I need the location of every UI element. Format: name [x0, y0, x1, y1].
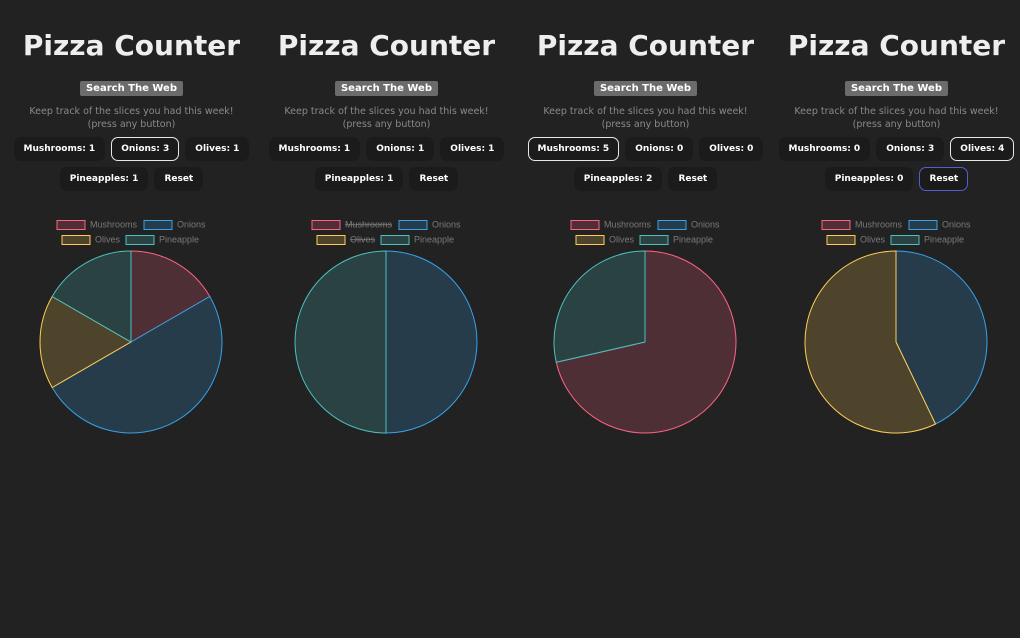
pie-chart: Mushrooms Onions Olives Pineapple: [39, 219, 223, 434]
search-button[interactable]: Search The Web: [79, 81, 183, 96]
reset-button[interactable]: Reset: [409, 167, 459, 191]
counter-button[interactable]: Onions: 3: [111, 137, 180, 161]
legend-label: Pineapple: [924, 234, 964, 244]
panel: Pizza Counter Search The Web Keep track of…: [518, 0, 773, 638]
pie-slice: [553, 250, 646, 363]
button-row: Pineapples: 2 Reset: [518, 167, 773, 191]
title: Pizza Counter: [536, 29, 755, 62]
pie-slice: [51, 250, 132, 343]
pie-slice: [294, 250, 387, 434]
title: Pizza Counter: [787, 29, 1006, 62]
pie-slice: [804, 250, 937, 434]
counter-button[interactable]: Pineapples: 0: [824, 167, 914, 191]
panel: Pizza Counter Search The Web Keep track of…: [769, 0, 1020, 638]
pie-chart: Mushrooms Onions Olives Pineapple: [804, 219, 988, 434]
counter-button[interactable]: Mushrooms: 5: [527, 137, 620, 161]
description: Keep track of the slices you had this we…: [284, 106, 489, 130]
legend-swatch: [143, 220, 173, 230]
counter-button[interactable]: Pineapples: 1: [314, 167, 404, 191]
legend-swatch: [61, 235, 91, 245]
counter-button[interactable]: Olives: 4: [950, 137, 1015, 161]
pie-slice: [130, 250, 211, 343]
title: Pizza Counter: [277, 29, 496, 62]
counter-button[interactable]: Mushrooms: 0: [778, 137, 871, 161]
counter-button[interactable]: Onions: 0: [625, 137, 694, 161]
legend-swatch: [908, 220, 938, 230]
legend-swatch: [56, 220, 86, 230]
reset-button[interactable]: Reset: [668, 167, 718, 191]
description: Keep track of the slices you had this we…: [29, 106, 234, 130]
search-button[interactable]: Search The Web: [334, 81, 438, 96]
legend-label: Olives: [350, 234, 376, 244]
counter-button[interactable]: Onions: 1: [366, 137, 435, 161]
legend-label: Mushrooms: [90, 219, 138, 229]
panel: Pizza Counter Search The Web Keep track of…: [259, 0, 514, 638]
legend-label: Pineapple: [673, 234, 713, 244]
legend-label: Mushrooms: [604, 219, 652, 229]
title: Pizza Counter: [22, 29, 241, 62]
legend-swatch: [311, 220, 341, 230]
button-row: Mushrooms: 1 Onions: 3 Olives: 1: [4, 137, 259, 161]
panel: Pizza Counter Search The Web Keep track of…: [4, 0, 259, 638]
counter-button[interactable]: Olives: 1: [440, 137, 505, 161]
legend-swatch: [575, 235, 605, 245]
button-row: Mushrooms: 5 Onions: 0 Olives: 0: [518, 137, 773, 161]
legend-label: Onions: [432, 219, 461, 229]
description: Keep track of the slices you had this we…: [794, 106, 999, 130]
pie-slice: [555, 250, 737, 434]
legend-swatch: [639, 235, 669, 245]
legend-label: Pineapple: [414, 234, 454, 244]
pie-chart: Mushrooms Onions Olives Pineapple: [294, 219, 478, 434]
legend-label: Mushrooms: [345, 219, 393, 229]
pie-slice: [385, 250, 478, 434]
legend-swatch: [380, 235, 410, 245]
pie-slice: [51, 295, 223, 434]
legend-label: Olives: [860, 234, 886, 244]
button-row: Pineapples: 0 Reset: [769, 167, 1020, 191]
button-row: Mushrooms: 0 Onions: 3 Olives: 4: [769, 137, 1020, 161]
button-row: Pineapples: 1 Reset: [259, 167, 514, 191]
legend-swatch: [125, 235, 155, 245]
legend-swatch: [657, 220, 687, 230]
legend-label: Pineapple: [159, 234, 199, 244]
pie-slice: [895, 250, 988, 425]
legend-label: Onions: [942, 219, 971, 229]
legend-swatch: [316, 235, 346, 245]
counter-button[interactable]: Mushrooms: 1: [268, 137, 361, 161]
legend-label: Mushrooms: [855, 219, 903, 229]
counter-button[interactable]: Olives: 1: [185, 137, 250, 161]
counter-button[interactable]: Olives: 0: [699, 137, 764, 161]
counter-button[interactable]: Pineapples: 1: [59, 167, 149, 191]
counter-button[interactable]: Mushrooms: 1: [13, 137, 106, 161]
button-row: Pineapples: 1 Reset: [4, 167, 259, 191]
legend-swatch: [570, 220, 600, 230]
legend-label: Olives: [609, 234, 635, 244]
search-button[interactable]: Search The Web: [593, 81, 697, 96]
legend-swatch: [826, 235, 856, 245]
legend-swatch: [821, 220, 851, 230]
counter-button[interactable]: Pineapples: 2: [573, 167, 663, 191]
legend-swatch: [890, 235, 920, 245]
reset-button[interactable]: Reset: [919, 167, 969, 191]
counter-button[interactable]: Onions: 3: [876, 137, 945, 161]
pie-chart: Mushrooms Onions Olives Pineapple: [553, 219, 737, 434]
button-row: Mushrooms: 1 Onions: 1 Olives: 1: [259, 137, 514, 161]
pie-slice: [39, 295, 132, 389]
legend-swatch: [398, 220, 428, 230]
legend-label: Olives: [95, 234, 121, 244]
description: Keep track of the slices you had this we…: [543, 106, 748, 130]
reset-button[interactable]: Reset: [154, 167, 204, 191]
search-button[interactable]: Search The Web: [844, 81, 948, 96]
legend-label: Onions: [177, 219, 206, 229]
legend-label: Onions: [691, 219, 720, 229]
